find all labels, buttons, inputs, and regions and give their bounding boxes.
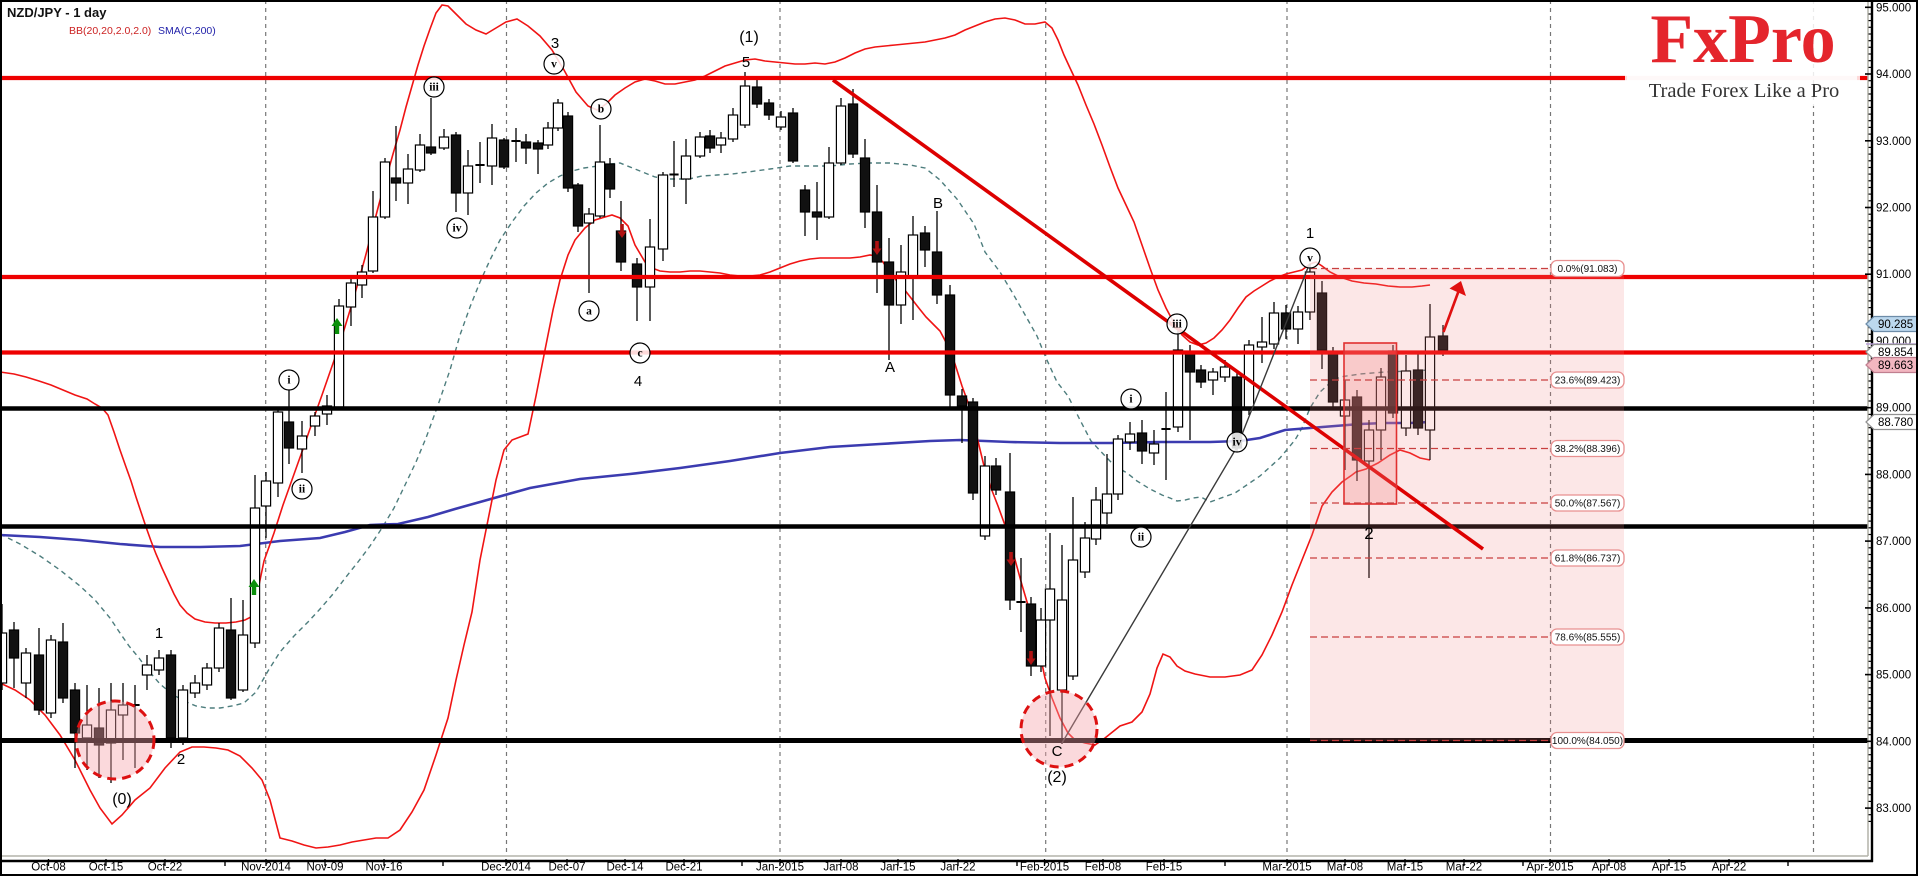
svg-text:94.000: 94.000 [1876,69,1911,81]
svg-text:87.000: 87.000 [1876,536,1911,548]
svg-text:iv: iv [1233,437,1242,449]
svg-text:ii: ii [1138,532,1145,544]
svg-text:Nov-09: Nov-09 [306,862,343,874]
svg-text:Jan-22: Jan-22 [940,862,975,874]
svg-text:93.000: 93.000 [1876,136,1911,148]
svg-text:Apr-15: Apr-15 [1652,862,1687,874]
svg-text:Feb-08: Feb-08 [1085,862,1121,874]
svg-text:Nov-2014: Nov-2014 [241,862,291,874]
svg-text:v: v [551,59,557,71]
svg-text:85.000: 85.000 [1876,670,1911,682]
svg-text:iii: iii [1172,319,1182,331]
svg-text:23.6%(89.423): 23.6%(89.423) [1555,376,1621,387]
svg-text:FxPro: FxPro [1650,1,1835,78]
svg-text:C: C [1052,743,1063,760]
svg-text:i: i [1129,394,1133,406]
svg-text:NZD/JPY - 1 day: NZD/JPY - 1 day [7,5,107,20]
svg-text:Dec-14: Dec-14 [606,862,644,874]
svg-text:2: 2 [1364,524,1373,543]
svg-text:95.000: 95.000 [1876,2,1911,14]
svg-text:Feb-2015: Feb-2015 [1020,862,1069,874]
svg-text:92.000: 92.000 [1876,203,1911,215]
svg-text:89.000: 89.000 [1876,403,1911,415]
svg-text:84.000: 84.000 [1876,736,1911,748]
svg-text:61.8%(86.737): 61.8%(86.737) [1555,554,1621,565]
svg-text:Apr-2015: Apr-2015 [1526,862,1573,874]
svg-text:90.285: 90.285 [1878,319,1913,331]
svg-text:Mar-22: Mar-22 [1446,862,1482,874]
svg-text:Mar-15: Mar-15 [1387,862,1423,874]
svg-text:BB(20,20,2.0,2.0): BB(20,20,2.0,2.0) [69,25,151,37]
svg-text:88.000: 88.000 [1876,469,1911,481]
svg-text:Jan-08: Jan-08 [823,862,858,874]
svg-text:Feb-15: Feb-15 [1146,862,1182,874]
svg-text:(2): (2) [1047,769,1067,786]
svg-text:Oct-15: Oct-15 [89,862,124,874]
svg-text:SMA(C,200): SMA(C,200) [158,25,216,37]
svg-text:2: 2 [177,751,185,768]
svg-text:3: 3 [551,35,559,52]
svg-text:50.0%(87.567): 50.0%(87.567) [1555,499,1621,510]
svg-text:Apr-08: Apr-08 [1592,862,1627,874]
svg-text:89.663: 89.663 [1878,360,1913,372]
svg-text:Nov-16: Nov-16 [365,862,402,874]
svg-text:b: b [598,104,604,116]
svg-text:i: i [287,375,291,387]
svg-text:Dec-07: Dec-07 [548,862,585,874]
svg-text:89.854: 89.854 [1878,347,1914,359]
svg-text:5: 5 [742,54,750,71]
svg-text:83.000: 83.000 [1876,803,1911,815]
svg-text:Dec-2014: Dec-2014 [481,862,531,874]
svg-text:B: B [933,195,943,212]
svg-text:(0): (0) [112,791,132,808]
svg-text:A: A [885,359,895,376]
svg-text:Mar-08: Mar-08 [1327,862,1363,874]
svg-text:91.000: 91.000 [1876,269,1911,281]
svg-text:100.0%(84.050): 100.0%(84.050) [1552,736,1623,747]
svg-text:78.6%(85.555): 78.6%(85.555) [1555,633,1621,644]
svg-text:4: 4 [634,373,642,390]
svg-text:88.780: 88.780 [1878,417,1913,429]
svg-text:Mar-2015: Mar-2015 [1262,862,1311,874]
svg-text:Trade Forex Like a Pro: Trade Forex Like a Pro [1649,80,1840,102]
svg-text:Dec-21: Dec-21 [665,862,702,874]
svg-text:iii: iii [429,82,439,94]
svg-text:Jan-2015: Jan-2015 [756,862,804,874]
svg-text:Oct-08: Oct-08 [31,862,66,874]
svg-text:Apr-22: Apr-22 [1712,862,1747,874]
svg-text:c: c [637,348,642,360]
svg-text:a: a [586,306,592,318]
svg-text:1: 1 [155,625,163,642]
svg-text:1: 1 [1306,225,1314,242]
svg-text:ii: ii [299,484,306,496]
svg-text:0.0%(91.083): 0.0%(91.083) [1557,264,1617,275]
svg-text:v: v [1307,253,1313,265]
svg-text:86.000: 86.000 [1876,603,1911,615]
svg-text:38.2%(88.396): 38.2%(88.396) [1555,444,1621,455]
svg-text:(1): (1) [739,29,759,46]
svg-text:Oct-22: Oct-22 [148,862,183,874]
svg-text:Jan-15: Jan-15 [880,862,915,874]
svg-text:iv: iv [453,223,462,235]
